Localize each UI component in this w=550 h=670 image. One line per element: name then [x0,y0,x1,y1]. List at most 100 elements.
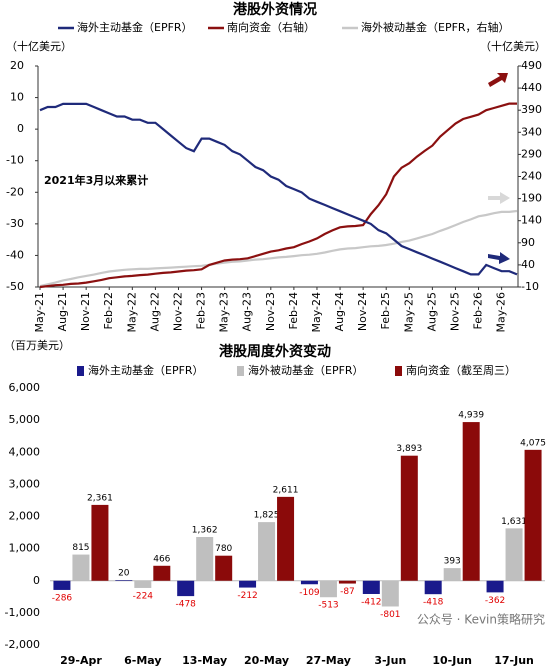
y2-tick-label: 490 [521,59,542,72]
chart-title: 港股周度外资变动 [219,343,331,360]
value-label: -109 [299,588,320,598]
bar [524,449,542,581]
annotation: 2021年3月以来累计 [44,173,148,187]
y-tick-label: -40 [6,248,24,261]
value-label: -801 [380,610,400,620]
watermark: 公众号 · Kevin策略研究 [417,612,545,627]
y-axis-unit: （十亿美元） [6,39,72,53]
x-tick-label: Aug-22 [148,292,161,331]
y-tick-label: -30 [6,217,24,230]
y-tick-label: 20 [10,59,24,72]
x-tick-label: Nov-25 [448,292,461,331]
line-series [39,102,517,289]
y-tick-label: 2,000 [9,510,41,523]
bar [277,496,295,581]
value-label: 780 [215,544,232,554]
bar [424,580,442,595]
legend-swatch [77,366,84,376]
bar [486,580,504,593]
y2-tick-label: 40 [521,258,535,271]
chart-title: 港股外资情况 [233,1,317,18]
x-tick-label: 27-May [306,654,351,667]
bar [153,565,171,581]
bar [362,580,380,594]
y2-tick-label: 90 [521,236,535,249]
value-label: 3,893 [396,444,422,454]
y-tick-label: 1,000 [9,542,41,555]
arrow [488,252,510,264]
value-label: 4,939 [458,411,484,421]
x-tick-label: May-21 [33,292,46,333]
value-label: -212 [237,591,257,601]
value-label: -224 [133,591,154,601]
y2-tick-label: 440 [521,81,542,94]
x-tick-label: Aug-21 [56,292,69,331]
x-tick-label: Nov-23 [264,292,277,331]
bar [177,580,195,597]
y2-axis-unit: （十亿美元） [480,39,546,53]
x-tick-label: May-23 [218,292,231,333]
value-label: -87 [340,587,355,597]
y2-tick-label: 190 [521,192,542,205]
value-label: -362 [485,596,505,606]
bar [381,580,399,607]
x-tick-label: Feb-23 [195,292,208,329]
x-tick-label: Nov-21 [79,292,92,331]
legend-label: 南向资金（右轴） [227,20,315,34]
y-tick-label: -10 [6,154,24,167]
bar [72,554,90,581]
y2-tick-label: 290 [521,147,542,160]
y-tick-label: 4,000 [9,445,41,458]
x-tick-label: May-26 [495,292,508,333]
x-tick-label: May-24 [310,292,323,333]
y2-tick-label: 340 [521,125,542,138]
y2-tick-label: 240 [521,170,542,183]
x-tick-label: Aug-25 [425,292,438,331]
y-tick-label: -50 [6,280,24,293]
arrows [488,73,510,264]
bar [462,422,480,581]
bar [134,580,152,588]
y2-tick-label: -10 [521,280,539,293]
legend-label: 海外被动基金（EPFR） [248,363,364,377]
x-tick-label: Nov-24 [356,292,369,331]
bar [443,568,461,581]
value-label: -513 [318,601,338,611]
x-tick-label: 13-May [182,654,227,667]
bar [91,504,109,581]
y-tick-label: -2,000 [5,638,40,651]
value-label: 20 [118,569,130,579]
value-label: 2,611 [273,485,299,495]
arrow [488,73,508,87]
x-tick-label: 10-Jun [432,654,472,667]
legend-label: 南向资金（截至周三） [406,363,516,377]
value-label: -286 [52,593,73,603]
x-tick-label: 29-Apr [60,654,102,667]
value-label: 1,825 [254,511,280,521]
x-tick-label: Feb-24 [287,292,300,329]
y2-tick-label: 140 [521,214,542,227]
y-tick-label: 5,000 [9,413,41,426]
bar [115,580,133,581]
bar [505,528,523,581]
value-label: 4,075 [520,438,546,448]
x-tick-label: 3-Jun [374,654,406,667]
value-label: 466 [153,554,170,564]
x-tick-label: May-25 [402,292,415,333]
bar [300,580,318,585]
legend-swatch [237,366,244,376]
arrow [488,192,510,204]
x-tick-label: Feb-22 [102,292,115,329]
bar [215,555,233,581]
bar [319,580,337,598]
y2-tick-label: 390 [521,103,542,116]
y-tick-label: -20 [6,185,24,198]
value-label: -412 [361,597,381,607]
x-tick-label: Nov-22 [171,292,184,331]
bar [338,580,356,584]
value-label: 1,631 [501,517,527,527]
x-tick-label: May-22 [125,292,138,333]
bar [258,522,276,581]
bar [239,580,257,588]
